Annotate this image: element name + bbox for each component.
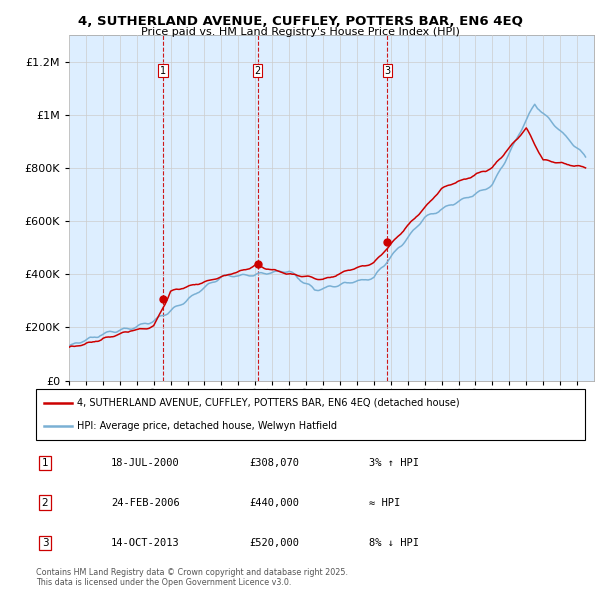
Text: 1: 1 <box>160 66 166 76</box>
Text: 3: 3 <box>384 66 390 76</box>
Text: 1: 1 <box>41 458 49 468</box>
Text: 3% ↑ HPI: 3% ↑ HPI <box>369 458 419 468</box>
Text: 18-JUL-2000: 18-JUL-2000 <box>111 458 180 468</box>
Text: HPI: Average price, detached house, Welwyn Hatfield: HPI: Average price, detached house, Welw… <box>77 421 337 431</box>
Text: 2: 2 <box>41 498 49 507</box>
Text: 8% ↓ HPI: 8% ↓ HPI <box>369 538 419 548</box>
FancyBboxPatch shape <box>36 389 585 440</box>
Text: 14-OCT-2013: 14-OCT-2013 <box>111 538 180 548</box>
Text: 24-FEB-2006: 24-FEB-2006 <box>111 498 180 507</box>
Text: ≈ HPI: ≈ HPI <box>369 498 400 507</box>
Text: Price paid vs. HM Land Registry's House Price Index (HPI): Price paid vs. HM Land Registry's House … <box>140 27 460 37</box>
Text: £520,000: £520,000 <box>249 538 299 548</box>
Text: 4, SUTHERLAND AVENUE, CUFFLEY, POTTERS BAR, EN6 4EQ (detached house): 4, SUTHERLAND AVENUE, CUFFLEY, POTTERS B… <box>77 398 460 408</box>
Text: £440,000: £440,000 <box>249 498 299 507</box>
Text: 4, SUTHERLAND AVENUE, CUFFLEY, POTTERS BAR, EN6 4EQ: 4, SUTHERLAND AVENUE, CUFFLEY, POTTERS B… <box>77 15 523 28</box>
Text: 3: 3 <box>41 538 49 548</box>
Text: £308,070: £308,070 <box>249 458 299 468</box>
Text: 2: 2 <box>255 66 261 76</box>
Text: Contains HM Land Registry data © Crown copyright and database right 2025.
This d: Contains HM Land Registry data © Crown c… <box>36 568 348 587</box>
